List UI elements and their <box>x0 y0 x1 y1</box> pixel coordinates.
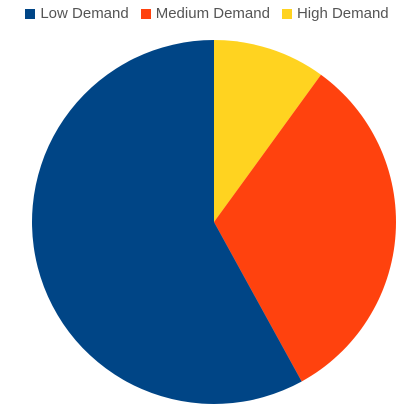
pie-slice-low-demand <box>32 40 302 404</box>
legend-item-low-demand: Low Demand <box>25 5 129 22</box>
legend-swatch-medium-demand <box>140 8 151 19</box>
legend-label-medium-demand: Medium Demand <box>155 5 270 22</box>
legend-item-high-demand: High Demand <box>281 5 389 22</box>
pie-slice-high-demand <box>214 40 321 222</box>
legend-item-medium-demand: Medium Demand <box>140 5 270 22</box>
legend-label-low-demand: Low Demand <box>40 5 129 22</box>
legend-swatch-high-demand <box>281 8 292 19</box>
legend-swatch-low-demand <box>25 8 36 19</box>
pie-slice-medium-demand <box>214 74 397 382</box>
chart-legend: Low Demand Medium Demand High Demand <box>0 5 414 22</box>
legend-label-high-demand: High Demand <box>296 5 389 22</box>
pie-slices <box>32 40 397 404</box>
